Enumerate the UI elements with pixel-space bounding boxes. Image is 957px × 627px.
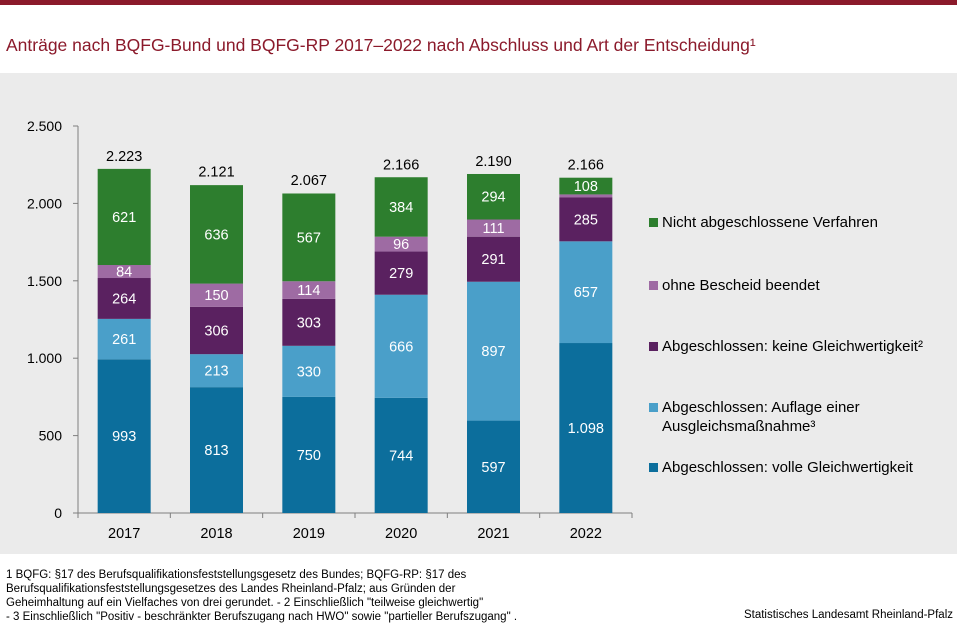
data-label: 666 bbox=[389, 339, 413, 355]
legend-label: Nicht abgeschlossene Verfahren bbox=[662, 214, 878, 231]
y-tick-label: 2.000 bbox=[27, 195, 62, 211]
bar-segment bbox=[97, 168, 151, 266]
x-tick-label: 2020 bbox=[385, 526, 417, 542]
legend-label: Abgeschlossen: Auflage einer Ausgleichsm… bbox=[662, 399, 860, 435]
data-label: 1.098 bbox=[568, 421, 604, 437]
y-tick-label: 500 bbox=[39, 428, 63, 444]
bar-segment bbox=[282, 193, 336, 282]
data-label: 306 bbox=[204, 323, 228, 339]
x-tick-label: 2022 bbox=[570, 526, 602, 542]
data-label: 813 bbox=[204, 443, 228, 459]
legend-label: Abgeschlossen: volle Gleichwertigkeit bbox=[662, 459, 913, 476]
y-tick-label: 1.000 bbox=[27, 350, 62, 366]
y-tick-label: 2.500 bbox=[27, 118, 62, 134]
data-label: 744 bbox=[389, 448, 413, 464]
bar-segment bbox=[559, 343, 613, 513]
bar-segment bbox=[97, 318, 151, 360]
bar-segment bbox=[467, 219, 520, 237]
data-label: 150 bbox=[204, 288, 228, 304]
bar-segment bbox=[467, 281, 520, 421]
bar-segment bbox=[190, 387, 243, 513]
bar-segment bbox=[190, 306, 243, 355]
total-label: 2.121 bbox=[198, 165, 234, 181]
stacked-bar-chart: 0 500 1.000 1.500 2.000 2.500 993 261 264 84 621 2.… bbox=[27, 118, 633, 542]
bar-segment bbox=[97, 265, 151, 279]
total-label: 2.190 bbox=[475, 154, 511, 170]
bar-segment bbox=[374, 177, 428, 237]
legend-swatch bbox=[649, 342, 658, 351]
x-tick-label: 2021 bbox=[477, 526, 509, 542]
data-label: 84 bbox=[116, 265, 132, 281]
total-label: 2.166 bbox=[568, 158, 604, 174]
bar-segment bbox=[374, 236, 428, 252]
data-label: 213 bbox=[204, 364, 228, 380]
legend-label: Abgeschlossen: keine Gleichwertigkeit² bbox=[662, 338, 923, 355]
data-label: 384 bbox=[389, 200, 413, 216]
data-label: 279 bbox=[389, 266, 413, 282]
bar-segment bbox=[190, 185, 243, 284]
data-label: 111 bbox=[482, 221, 504, 237]
data-label: 294 bbox=[481, 190, 505, 206]
x-tick-label: 2018 bbox=[200, 526, 232, 542]
source-credit: Statistisches Landesamt Rheinland-Pfalz bbox=[743, 609, 953, 621]
data-label: 114 bbox=[297, 283, 320, 299]
bar-segment bbox=[282, 345, 336, 397]
x-tick-label: 2017 bbox=[108, 526, 140, 542]
bar-segment bbox=[559, 197, 613, 242]
legend-swatch bbox=[649, 463, 658, 472]
data-label: 108 bbox=[574, 179, 598, 195]
data-label: 993 bbox=[112, 429, 136, 445]
bar-segment bbox=[374, 251, 428, 295]
data-label: 567 bbox=[297, 230, 321, 246]
total-label: 2.067 bbox=[291, 173, 327, 189]
chart-title: Anträge nach BQFG-Bund und BQFG-RP 2017–… bbox=[6, 35, 756, 55]
data-label: 897 bbox=[481, 344, 505, 360]
legend-label: ohne Bescheid beendet bbox=[662, 277, 820, 294]
bar-segment bbox=[374, 397, 428, 513]
bar-segment bbox=[467, 236, 520, 282]
bar-segment bbox=[97, 278, 151, 319]
bar-segment bbox=[282, 281, 336, 299]
data-label: 303 bbox=[297, 315, 321, 331]
x-tick-label: 2019 bbox=[293, 526, 325, 542]
bar-segment bbox=[190, 283, 243, 307]
bar-segment bbox=[97, 359, 151, 513]
data-label: 264 bbox=[112, 291, 136, 307]
chart-panel: 0 500 1.000 1.500 2.000 2.500 993 261 264 84 621 2.… bbox=[0, 73, 957, 554]
data-label: 597 bbox=[481, 460, 505, 476]
bar-segment bbox=[559, 241, 613, 344]
legend-swatch bbox=[649, 403, 658, 412]
data-label: 750 bbox=[297, 448, 321, 464]
y-tick-label: 0 bbox=[54, 505, 62, 521]
data-label: 291 bbox=[481, 252, 505, 268]
legend-swatch bbox=[649, 281, 658, 290]
bar-segment bbox=[559, 177, 613, 195]
top-accent-line bbox=[0, 0, 957, 5]
footnote: 1 BQFG: §17 des Berufsqualifikationsfest… bbox=[6, 569, 518, 623]
legend-swatch bbox=[649, 218, 658, 227]
data-label: 261 bbox=[112, 332, 136, 348]
bar-segment bbox=[467, 173, 520, 220]
bar-segment bbox=[190, 354, 243, 388]
bar-segment bbox=[559, 194, 613, 198]
bar-segment bbox=[282, 298, 336, 346]
bar-segment bbox=[467, 420, 520, 513]
data-label: 285 bbox=[574, 212, 598, 228]
data-label: 330 bbox=[297, 364, 321, 380]
y-tick-label: 1.500 bbox=[27, 273, 62, 289]
total-label: 2.223 bbox=[106, 149, 142, 165]
total-label: 2.166 bbox=[383, 158, 419, 174]
bar-segment bbox=[374, 294, 428, 398]
bar-segment bbox=[282, 396, 336, 513]
data-label: 657 bbox=[574, 285, 598, 301]
data-label: 621 bbox=[112, 210, 136, 226]
data-label: 636 bbox=[204, 227, 228, 243]
data-label: 96 bbox=[393, 237, 409, 253]
header: Anträge nach BQFG-Bund und BQFG-RP 2017–… bbox=[0, 5, 957, 73]
